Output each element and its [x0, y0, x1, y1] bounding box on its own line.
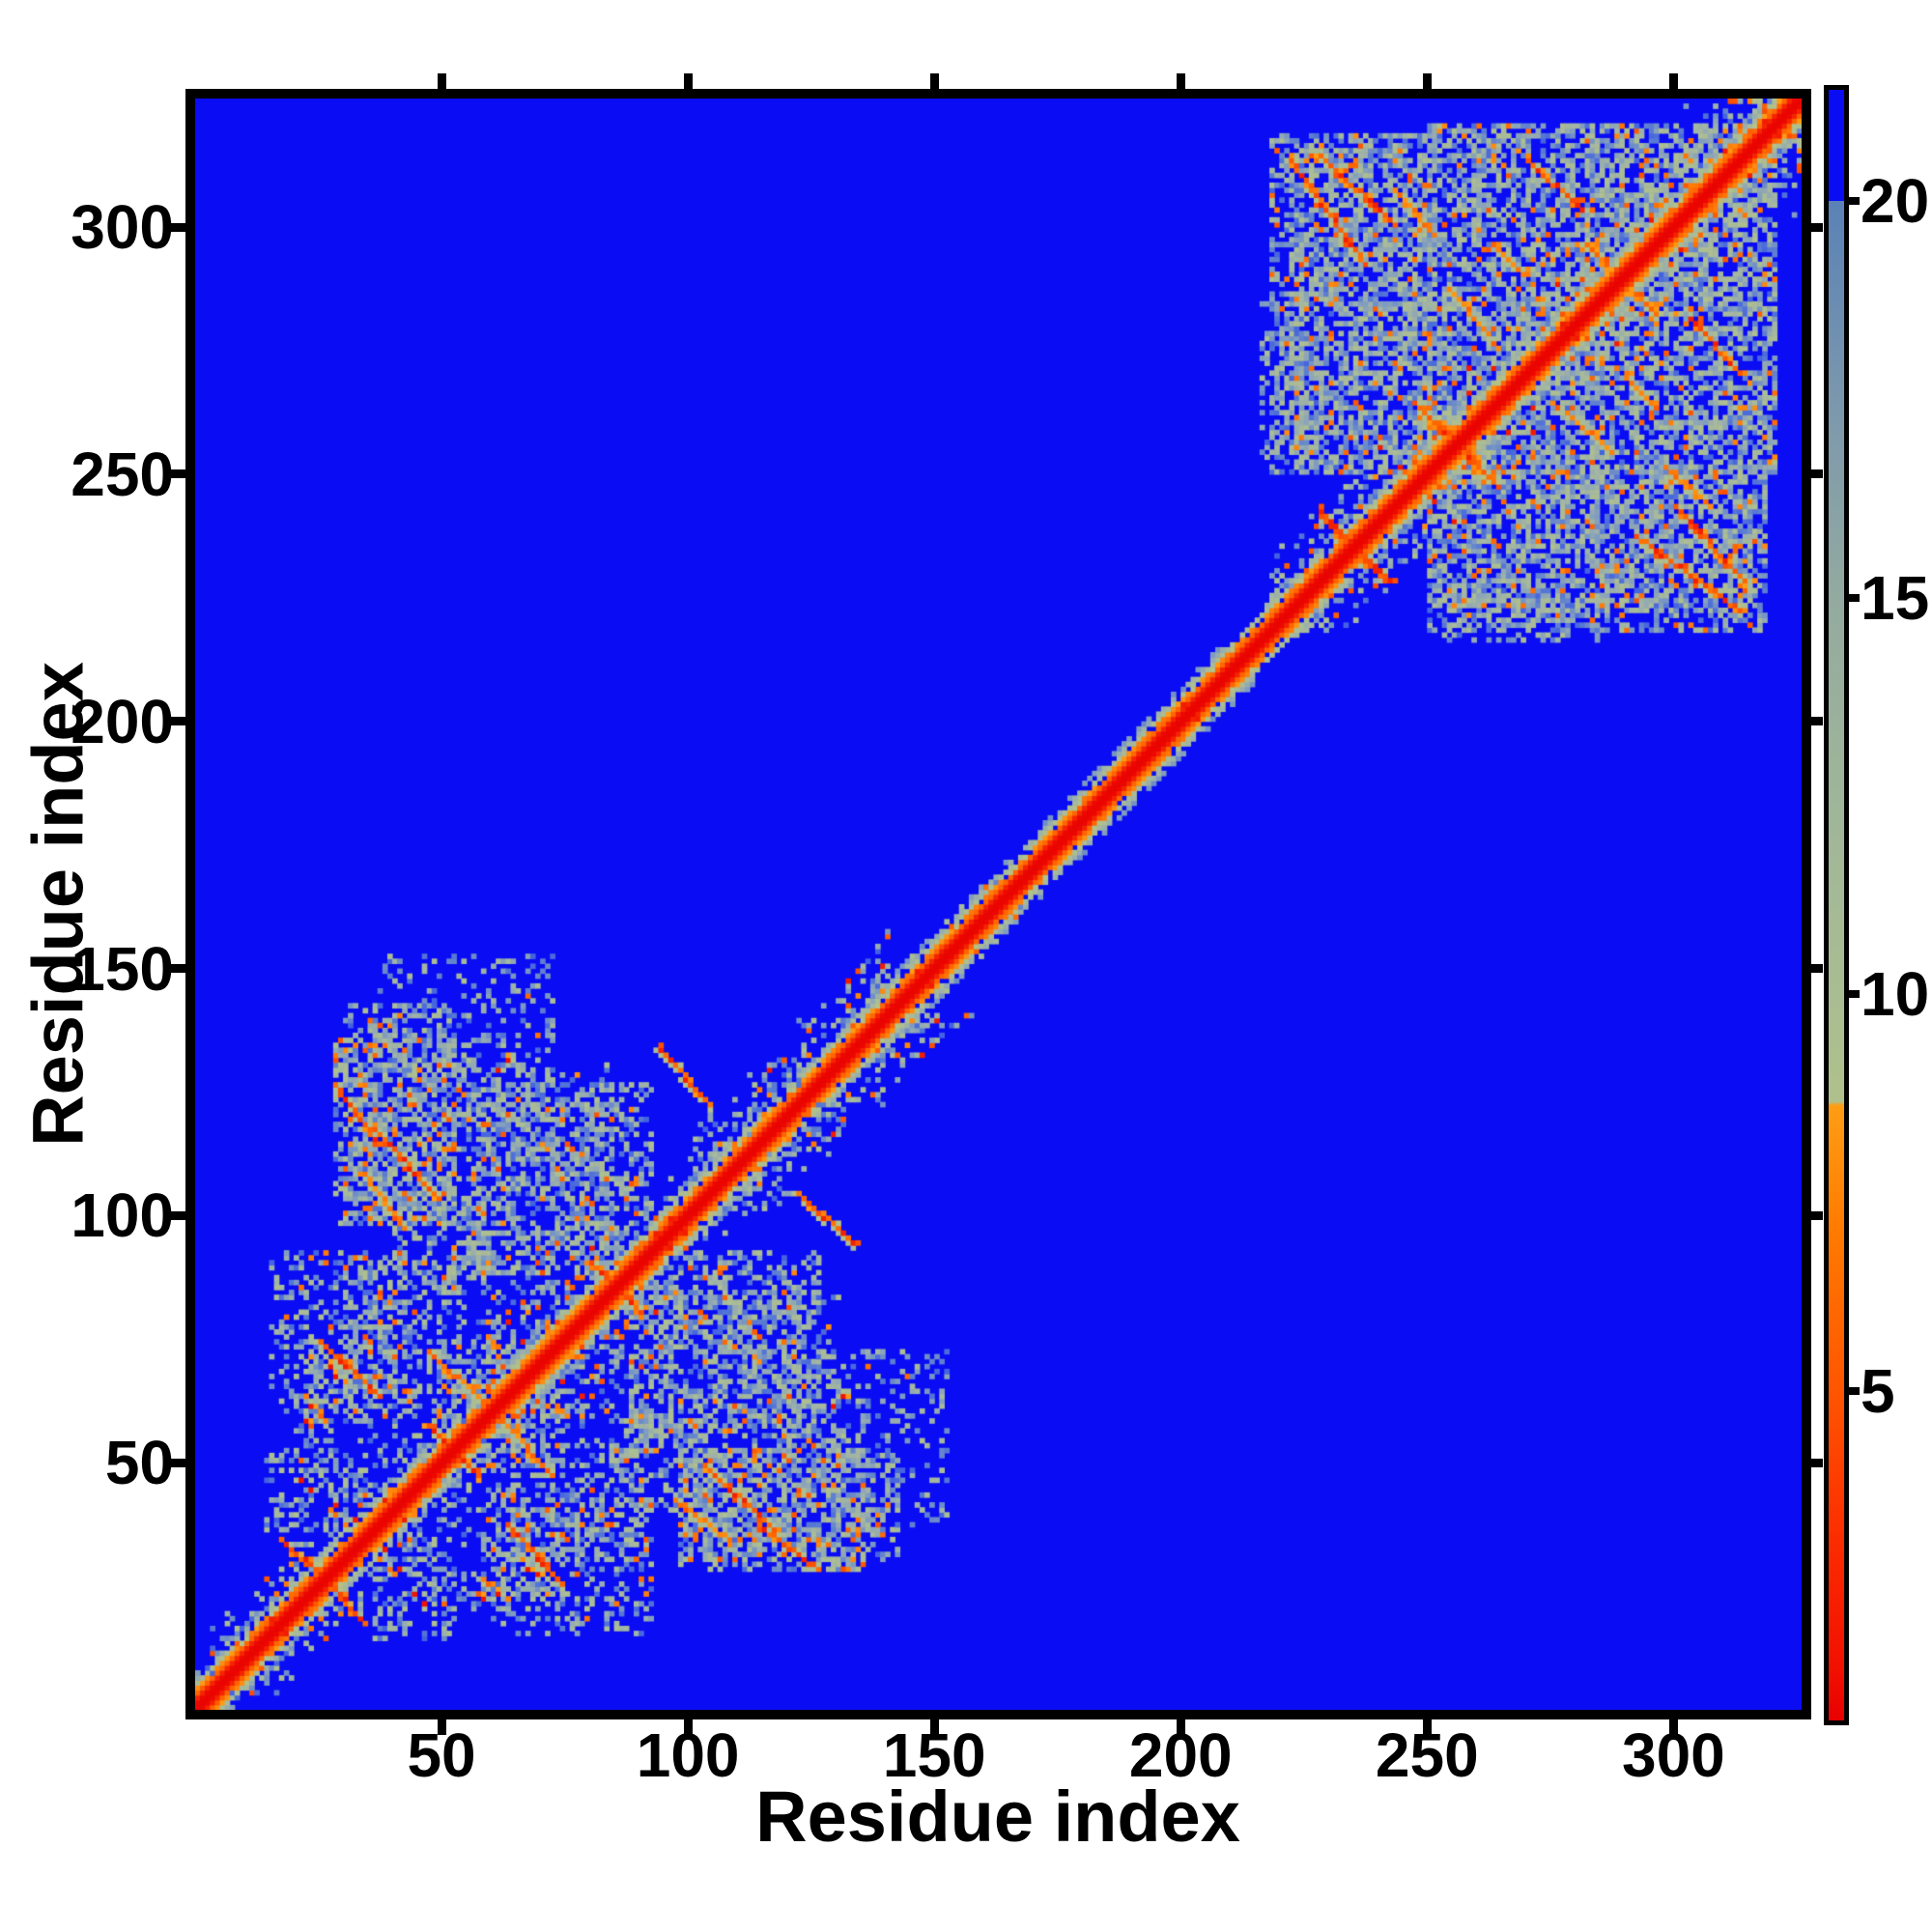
y-tick-label-300: 300 [71, 192, 174, 263]
x-tick-label-100: 100 [636, 1720, 740, 1790]
x-tick-label-300: 300 [1621, 1720, 1725, 1790]
y-right-tick-150 [1811, 964, 1823, 973]
x-tick-50 [437, 1719, 446, 1735]
x-top-tick-100 [683, 73, 693, 89]
colorbar-tick-label-10: 10 [1861, 959, 1930, 1030]
colorbar-tick-15 [1849, 593, 1860, 602]
colorbar-tick-10 [1849, 990, 1860, 999]
y-right-tick-250 [1811, 469, 1823, 479]
y-tick-label-150: 150 [71, 933, 174, 1004]
colorbar-tick-5 [1849, 1387, 1860, 1396]
colorbar-gradient [1829, 90, 1844, 1720]
y-right-tick-300 [1811, 222, 1823, 232]
y-tick-label-200: 200 [71, 686, 174, 756]
x-top-tick-250 [1422, 73, 1432, 89]
y-right-tick-50 [1811, 1458, 1823, 1467]
y-tick-label-100: 100 [71, 1180, 174, 1251]
colorbar-tick-label-15: 15 [1861, 562, 1930, 633]
y-tick-300 [170, 222, 185, 232]
x-tick-150 [929, 1719, 939, 1735]
y-tick-label-250: 250 [71, 439, 174, 509]
y-tick-label-50: 50 [104, 1428, 174, 1498]
x-tick-label-250: 250 [1375, 1720, 1479, 1790]
y-right-tick-100 [1811, 1210, 1823, 1220]
y-tick-50 [170, 1458, 185, 1467]
colorbar [1824, 85, 1849, 1725]
plot-area [185, 89, 1811, 1719]
x-tick-label-200: 200 [1128, 1720, 1233, 1790]
x-tick-300 [1668, 1719, 1678, 1735]
x-tick-100 [683, 1719, 693, 1735]
x-top-tick-300 [1668, 73, 1678, 89]
x-tick-label-150: 150 [882, 1720, 986, 1790]
x-top-tick-50 [437, 73, 446, 89]
x-top-tick-150 [929, 73, 939, 89]
colorbar-tick-20 [1849, 196, 1860, 205]
x-tick-250 [1422, 1719, 1432, 1735]
colorbar-tick-label-5: 5 [1861, 1356, 1895, 1427]
x-top-tick-200 [1176, 73, 1185, 89]
y-tick-200 [170, 717, 185, 726]
x-tick-label-50: 50 [407, 1720, 476, 1790]
x-tick-200 [1176, 1719, 1185, 1735]
distance-map-canvas [195, 99, 1802, 1710]
x-axis-title: Residue index [755, 1776, 1240, 1857]
colorbar-tick-label-20: 20 [1861, 165, 1930, 236]
y-tick-150 [170, 964, 185, 973]
y-right-tick-200 [1811, 717, 1823, 726]
y-tick-250 [170, 469, 185, 479]
y-tick-100 [170, 1210, 185, 1220]
